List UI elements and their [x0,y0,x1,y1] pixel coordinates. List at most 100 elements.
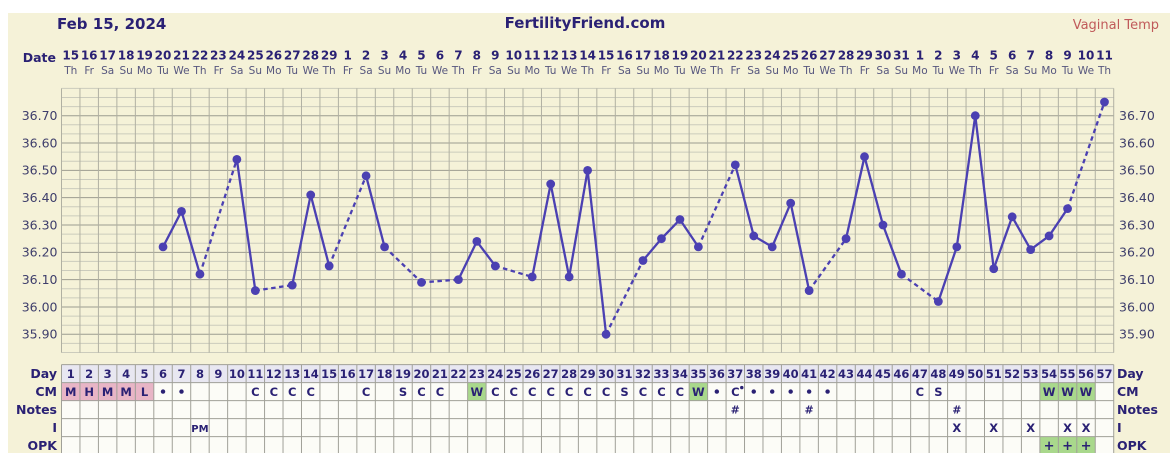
day-cell[interactable]: 31 [617,367,633,381]
day-cell[interactable]: 4 [122,367,130,381]
date-number: 16 [616,49,633,63]
temp-point [417,277,426,287]
day-cell[interactable]: 23 [469,367,485,381]
day-cell[interactable]: 14 [303,367,319,381]
day-cell[interactable]: 18 [377,367,393,381]
date-number: 17 [99,49,116,63]
cm-dot [179,389,184,394]
day-cell[interactable]: 8 [196,367,204,381]
weekday-label: Mo [912,65,927,77]
day-cell[interactable]: 40 [783,367,799,381]
day-cell[interactable]: 33 [653,367,669,381]
day-cell[interactable]: 42 [820,367,836,381]
day-cell[interactable]: 50 [967,367,983,381]
day-cell[interactable]: 43 [838,367,854,381]
highlight-cell [135,382,154,401]
day-cell[interactable]: 2 [85,367,93,381]
temp-point [472,236,482,246]
day-cell[interactable]: 49 [949,367,965,381]
day-cell[interactable]: 7 [177,367,185,381]
temp-point [989,264,999,274]
date-number: 10 [505,49,522,63]
day-cell[interactable]: 1 [67,367,75,381]
temp-segment [549,183,571,278]
day-cell[interactable]: 5 [141,367,149,381]
day-cell[interactable]: 16 [340,367,356,381]
day-cell[interactable]: 9 [214,367,222,381]
temp-tick-right: 36.30 [1119,217,1155,232]
weekday-label: Tu [415,65,427,77]
day-cell[interactable]: 12 [266,367,282,381]
date-number: 31 [893,49,910,63]
day-cell[interactable]: 15 [321,367,337,381]
temp-point [380,242,389,252]
day-cell[interactable]: 21 [432,367,448,381]
day-cell[interactable]: 36 [709,367,725,381]
highlight-cell [1076,436,1096,453]
weekday-label: Su [895,65,908,77]
opk-cell: + [1081,439,1092,453]
day-cell[interactable]: 10 [229,367,245,381]
day-cell[interactable]: 54 [1041,367,1057,381]
date-number: 16 [81,49,98,63]
cm-cell: S [399,385,407,399]
day-cell[interactable]: 37 [727,367,743,381]
day-cell[interactable]: 47 [912,367,928,381]
day-cell[interactable]: 29 [580,367,596,381]
cm-cell: C [657,385,665,399]
row-label-cm-left: CM [35,384,57,399]
day-cell[interactable]: 27 [543,367,559,381]
temp-segment [364,175,386,248]
day-cell[interactable]: 32 [635,367,651,381]
day-cell[interactable]: 25 [506,367,522,381]
day-cell[interactable]: 13 [284,367,300,381]
temp-segment [734,164,755,237]
day-cell[interactable]: 38 [746,367,762,381]
temp-tick-left: 36.40 [22,190,58,205]
day-cell[interactable]: 35 [690,367,706,381]
day-cell[interactable]: 52 [1004,367,1020,381]
day-cell[interactable]: 41 [801,367,817,381]
weekday-label: Th [1097,65,1111,77]
highlight-cell [689,382,708,401]
i-cell: X [1026,421,1035,435]
day-cell[interactable]: 51 [986,367,1002,381]
weekday-label: Mo [654,65,669,77]
day-cell[interactable]: 3 [104,367,112,381]
day-cell[interactable]: 57 [1096,367,1112,381]
highlight-cell [1039,382,1059,401]
date-number: 23 [210,49,227,63]
date-number: 24 [764,49,781,63]
day-cell[interactable]: 55 [1060,367,1076,381]
day-cell[interactable]: 48 [930,367,946,381]
row-label-notes-right: Notes [1117,402,1158,417]
day-cell[interactable]: 19 [395,367,411,381]
day-cell[interactable]: 46 [893,367,909,381]
date-row-label: Date [22,50,56,65]
day-cell[interactable]: 24 [487,367,503,381]
day-cell[interactable]: 56 [1078,367,1094,381]
temp-tick-right: 36.50 [1119,163,1155,178]
day-cell[interactable]: 22 [450,367,466,381]
cm-cell: W [1080,385,1093,399]
day-cell[interactable]: 6 [159,367,167,381]
date-number: 25 [247,49,264,63]
date-number: 20 [690,49,707,63]
day-cell[interactable]: 20 [413,367,429,381]
day-cell[interactable]: 30 [598,367,614,381]
date-number: 11 [1096,49,1113,63]
day-cell[interactable]: 17 [358,367,374,381]
day-cell[interactable]: 44 [857,367,873,381]
temp-point [749,231,759,241]
day-cell[interactable]: 26 [524,367,540,381]
day-cell[interactable]: 53 [1023,367,1039,381]
day-cell[interactable]: 11 [247,367,263,381]
temp-tick-left: 36.30 [22,217,58,232]
cm-cell: C [510,385,518,399]
temp-tick-right: 36.70 [1119,108,1155,123]
day-cell[interactable]: 34 [672,367,688,381]
day-cell[interactable]: 39 [764,367,780,381]
day-cell[interactable]: 45 [875,367,891,381]
row-label-i-right: I [1117,420,1122,435]
day-cell[interactable]: 28 [561,367,577,381]
